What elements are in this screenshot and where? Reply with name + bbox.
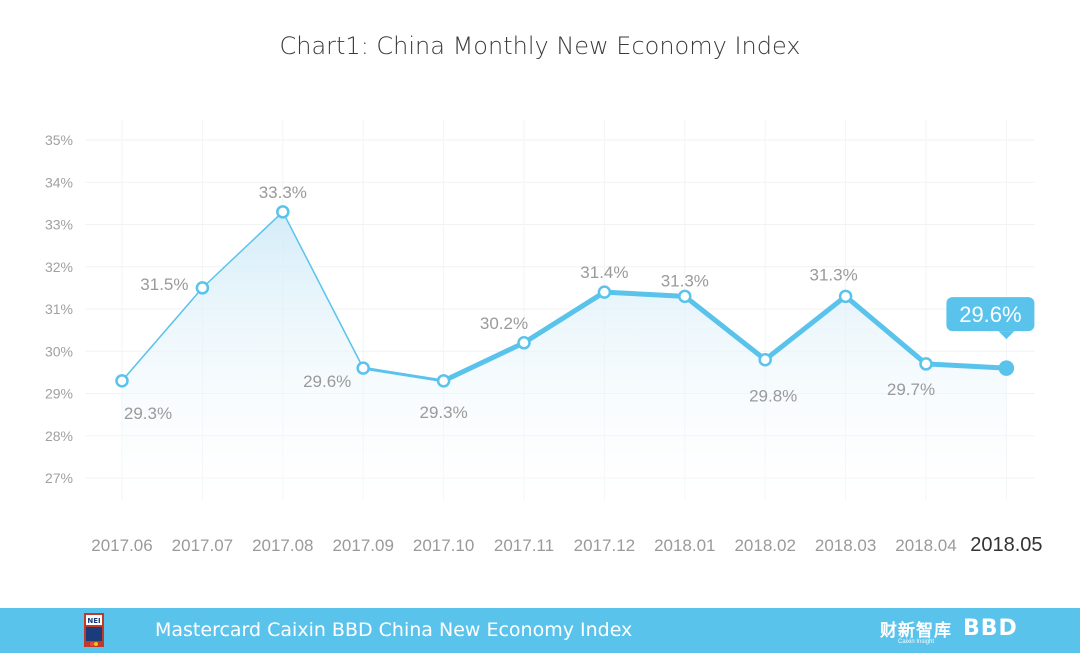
x-tick-label: 2017.10 [413,536,474,555]
data-point [838,289,853,304]
data-point [597,285,612,299]
data-point [276,205,290,219]
data-point [356,361,370,375]
chart-title: Chart1: China Monthly New Economy Index [279,32,801,60]
x-tick-label: 2018.02 [734,536,795,555]
data-point [115,374,129,388]
data-point [919,357,933,371]
data-label: 29.3% [124,404,172,423]
y-axis: 27% 28% 29% 30% 31% 32% 33% 34% 35% [45,132,73,486]
x-tick-label: 2018.01 [654,536,715,555]
data-label: 31.5% [140,275,188,294]
footer-bar: NEI Mastercard Caixin BBD China New Econ… [0,608,1080,653]
x-tick-label: 2018.03 [815,536,876,555]
line-segment [361,366,446,383]
line-segment [923,361,1009,371]
area-fill-path [122,211,1007,498]
y-tick-label: 29% [45,386,73,402]
data-point [195,281,210,295]
data-point [436,374,451,388]
brand-cn: 财新智库 [880,621,952,641]
data-label: 29.6% [303,372,351,391]
line-segment [843,293,929,367]
x-tick-label: 2017.09 [332,536,393,555]
callout-pointer [998,331,1015,340]
x-tick-label: 2017.11 [494,536,554,555]
line-segment [521,289,607,346]
line-segment [682,293,768,363]
data-label: 29.3% [419,403,467,422]
y-tick-label: 33% [45,217,73,233]
last-value-callout: 29.6% [946,297,1035,340]
y-tick-label: 34% [45,174,73,190]
line-segment [282,211,364,369]
line-segment [121,287,204,382]
x-tick-label: 2017.07 [172,536,233,555]
y-tick-label: 27% [45,470,73,486]
x-tick-label: 2018.04 [895,536,956,555]
data-point [758,352,772,367]
nei-logo-icon: NEI [84,613,104,647]
x-tick-label: 2017.08 [252,536,313,555]
line-segment [762,293,849,363]
callout-label: 29.6% [959,302,1021,327]
data-label: 31.3% [809,265,857,284]
data-label: 29.8% [749,387,797,406]
line-segment [601,289,688,299]
data-point [517,336,531,350]
data-label: 30.2% [480,314,528,333]
data-label: 29.7% [887,380,935,399]
y-tick-label: 35% [45,132,73,148]
caixin-insight-logo: 财新智库 Caixin Insight [880,616,952,645]
svg-text:NEI: NEI [87,617,100,625]
data-label: 33.3% [259,183,307,202]
callout-box [946,297,1035,332]
y-tick-label: 30% [45,343,73,359]
x-axis: 2017.06 2017.07 2017.08 2017.09 2017.10 2017.… [91,534,1042,556]
data-label: 31.4% [580,263,628,282]
bbd-logo: BBD [963,616,1018,641]
line-chart: 27%28%29%30%31%32%33%34%35% 2017.06 2017.… [45,120,1043,556]
series-line [121,211,1009,384]
y-tick-label: 31% [45,301,73,317]
y-tick-label: 28% [45,428,73,444]
line-segment [441,340,527,384]
data-label: 31.3% [661,271,709,290]
data-point [678,289,692,304]
x-tick-label: 2018.05 [970,534,1042,556]
data-points [115,205,1015,388]
data-labels: 29.3% 31.5% 33.3% 29.6% 29.3% 30.2% 31.4% 31.3%… [124,183,935,423]
x-tick-label: 2017.06 [91,536,152,555]
y-tick-label: 32% [45,259,73,275]
footer-title: Mastercard Caixin BBD China New Economy … [155,619,633,641]
line-segment [201,211,284,289]
x-tick-label: 2017.12 [574,536,635,555]
data-point [998,360,1015,376]
area-fill [122,211,1007,498]
brand-en: Caixin Insight [897,639,935,645]
